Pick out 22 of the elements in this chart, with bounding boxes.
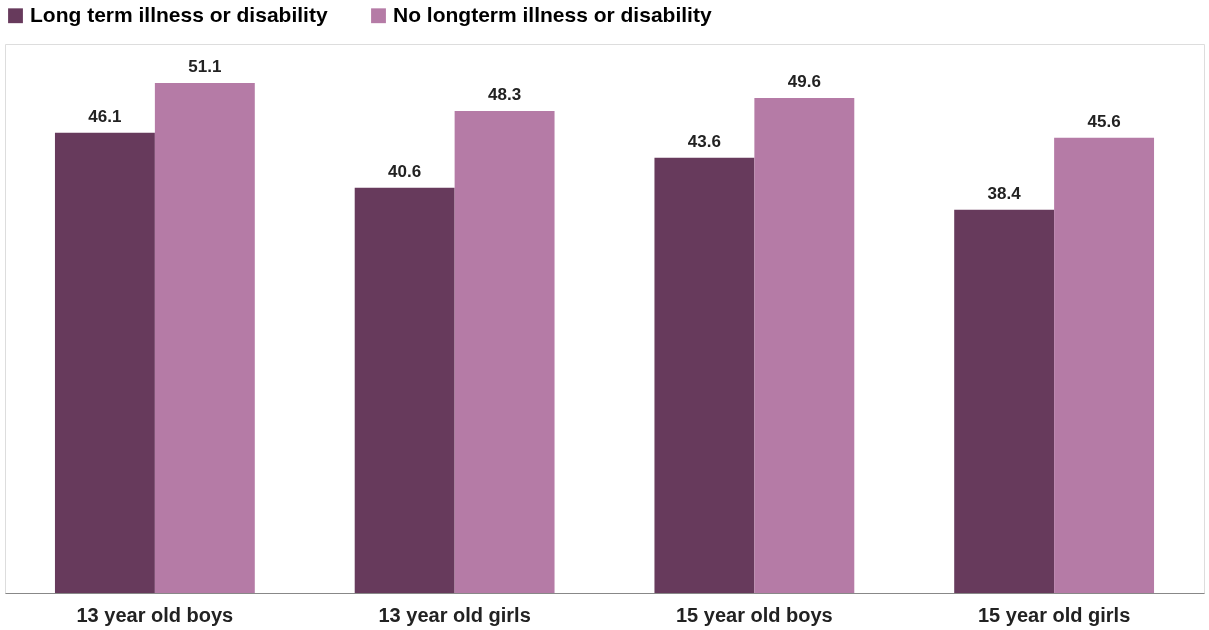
bar [754, 97, 855, 593]
bar [1054, 137, 1155, 593]
legend-label: Long term illness or disability [30, 2, 328, 26]
data-label: 46.1 [88, 106, 122, 126]
x-tick-label: 15 year old girls [977, 603, 1131, 626]
data-label: 43.6 [687, 131, 721, 151]
bar [454, 110, 555, 593]
data-label: 40.6 [388, 161, 422, 181]
x-tick-label: 13 year old boys [76, 603, 234, 626]
x-tick-label: 13 year old girls [378, 603, 531, 626]
data-label: 51.1 [188, 56, 222, 76]
bar [354, 187, 455, 593]
bar [654, 157, 755, 593]
legend-label: No longterm illness or disability [393, 2, 712, 26]
data-label: 49.6 [787, 71, 821, 91]
bar [954, 209, 1055, 593]
data-label: 38.4 [987, 183, 1022, 203]
data-label: 48.3 [488, 84, 522, 104]
bar [54, 132, 155, 593]
bar [154, 82, 255, 593]
x-tick-label: 15 year old boys [676, 603, 833, 626]
data-label: 45.6 [1087, 111, 1121, 131]
